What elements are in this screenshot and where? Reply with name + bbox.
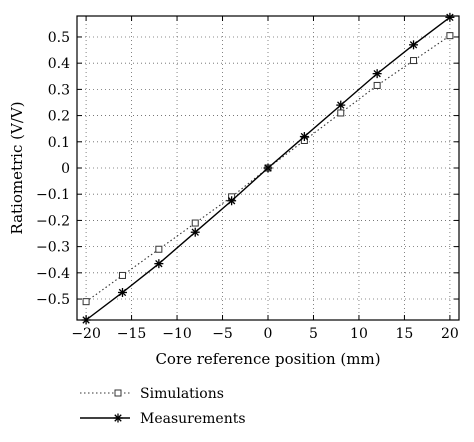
y-tick-label: 0.5 — [48, 30, 70, 46]
data-point-measurements — [299, 132, 309, 142]
x-tick-label: −5 — [212, 326, 233, 342]
data-point-measurements — [263, 163, 273, 173]
y-tick-label: 0.2 — [48, 109, 70, 125]
x-tick-label: 5 — [309, 326, 318, 342]
y-tick-label: 0 — [61, 161, 70, 177]
data-point-simulations — [337, 109, 345, 117]
data-point-measurements — [154, 259, 164, 269]
y-tick-label: −0.2 — [36, 213, 70, 229]
x-tick-label: 15 — [396, 326, 414, 342]
data-point-simulations — [446, 32, 454, 40]
y-tick-label: 0.3 — [48, 82, 70, 98]
y-tick-label: −0.5 — [36, 292, 70, 308]
series-layer — [81, 12, 455, 325]
y-tick-label: −0.4 — [36, 266, 70, 282]
data-point-measurements — [117, 287, 127, 297]
y-tick-label: −0.3 — [36, 240, 70, 256]
legend-label-measurements: Measurements — [140, 411, 246, 427]
data-point-simulations — [118, 271, 126, 279]
data-point-measurements — [336, 100, 346, 110]
y-tick-label: −0.1 — [36, 187, 70, 203]
data-point-measurements — [372, 69, 382, 79]
data-point-measurements — [190, 227, 200, 237]
legend-marker-measurements — [113, 413, 123, 423]
legend-marker-simulations — [114, 389, 122, 397]
series-line-simulations — [85, 35, 451, 303]
data-point-simulations — [373, 81, 381, 89]
legend: Simulations Measurements — [80, 386, 246, 427]
tick-layer: −20 −15 −10 −5 0 5 10 15 20 −0.5 −0.4 −0.3 −0.2 −0.1 0… — [36, 16, 459, 342]
legend-label-simulations: Simulations — [140, 386, 224, 402]
y-axis-label: Ratiometric (V/V) — [8, 101, 26, 234]
x-tick-label: 20 — [441, 326, 459, 342]
y-tick-label: 0.4 — [48, 56, 70, 72]
x-axis-label: Core reference position (mm) — [155, 350, 380, 368]
x-tick-label: −20 — [71, 326, 101, 342]
x-tick-label: −15 — [117, 326, 147, 342]
data-point-measurements — [227, 196, 237, 206]
data-point-simulations — [155, 245, 163, 253]
x-tick-label: 10 — [350, 326, 368, 342]
y-tick-label: 0.1 — [48, 135, 70, 151]
x-tick-label: 0 — [264, 326, 273, 342]
data-point-simulations — [410, 57, 418, 65]
data-point-measurements — [409, 40, 419, 50]
x-tick-label: −10 — [162, 326, 192, 342]
data-point-simulations — [191, 219, 199, 227]
data-point-simulations — [82, 298, 90, 306]
